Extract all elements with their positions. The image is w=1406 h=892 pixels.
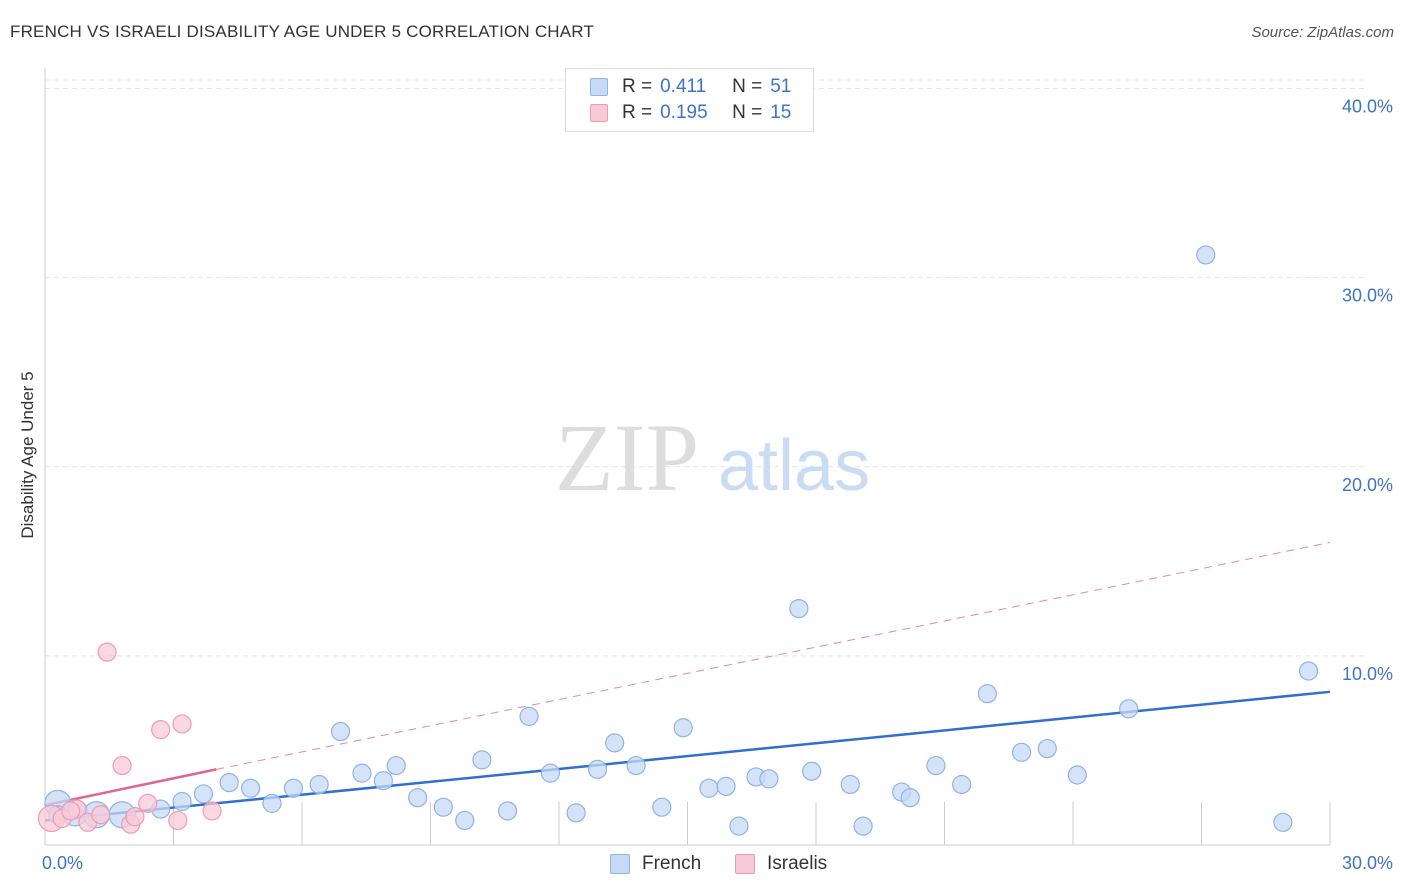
y-tick-label: 40.0% (1342, 97, 1393, 117)
french-point (566, 803, 586, 823)
french-point (789, 598, 809, 619)
bottom-legend-swatch-israelis (735, 854, 755, 874)
israeli-point (97, 642, 117, 662)
israeli-point (202, 801, 222, 821)
french-point (283, 778, 304, 798)
israeli-point (112, 755, 132, 776)
y-tick-label: 10.0% (1342, 664, 1393, 684)
french-point (926, 755, 946, 776)
french-point (900, 788, 920, 808)
french-point (1119, 699, 1139, 719)
bottom-legend-swatch-french (610, 854, 630, 874)
israeli-point (61, 801, 81, 821)
french-point (1273, 812, 1293, 832)
french-point (433, 797, 453, 817)
bottom-legend-israelis: Israelis (735, 852, 827, 876)
legend-r-value: 0.195 (660, 102, 708, 123)
israeli-trend-line-extended (216, 541, 1331, 770)
y-tick-label: 20.0% (1342, 475, 1393, 495)
chart-title: FRENCH VS ISRAELI DISABILITY AGE UNDER 5… (10, 22, 595, 41)
israeli-point (168, 810, 188, 831)
french-point (193, 784, 214, 804)
french-point (716, 776, 736, 796)
legend-r-value: 0.411 (660, 76, 707, 97)
bottom-legend-french: French (610, 852, 701, 876)
french-point (729, 816, 749, 836)
french-point (673, 718, 693, 738)
french-point (386, 755, 406, 776)
legend-swatch-french (590, 78, 608, 96)
french-point (802, 761, 822, 781)
bottom-legend-label-israelis: Israelis (767, 853, 828, 874)
french-point (840, 774, 860, 795)
x-tick-label: 0.0% (42, 853, 83, 873)
french-point (853, 816, 873, 836)
israeli-point (138, 793, 158, 813)
legend-n-label: N = (732, 76, 763, 97)
french-point (977, 684, 997, 704)
legend-row-french: R = 0.411 N = 51 (590, 75, 791, 99)
axes (44, 68, 1331, 846)
israeli-point (151, 720, 171, 740)
israeli-trend-line (44, 768, 217, 807)
french-point (241, 778, 261, 798)
data-points (37, 245, 1319, 836)
french-point (540, 763, 561, 783)
french-point (1037, 738, 1057, 759)
legend-r-label: R = (622, 102, 653, 123)
french-point (172, 791, 192, 812)
legend-n-value: 15 (770, 102, 792, 123)
legend-r-label: R = (622, 76, 653, 97)
israeli-point (125, 807, 145, 827)
legend-n-label: N = (732, 102, 763, 123)
grid-lines (45, 79, 1365, 657)
french-point (759, 769, 779, 789)
french-point (352, 763, 372, 783)
israeli-point (91, 805, 111, 825)
french-point (626, 755, 646, 776)
french-point (519, 706, 539, 726)
legend-n-value: 51 (770, 76, 792, 97)
french-point (952, 774, 972, 795)
french-point (652, 797, 672, 817)
french-point (587, 759, 608, 779)
legend-row-israelis: R = 0.195 N = 15 (590, 101, 791, 125)
y-tick-label: 30.0% (1342, 286, 1393, 306)
french-point (1011, 742, 1032, 762)
french-point (699, 778, 719, 798)
trend-lines (44, 541, 1331, 822)
legend-swatch-israelis (590, 104, 608, 122)
french-point (472, 750, 492, 770)
french-point (1067, 765, 1087, 785)
source-label: Source: ZipAtlas.com (1251, 24, 1394, 41)
french-trend-line (44, 690, 1331, 822)
watermark: ZIP atlas (555, 404, 870, 511)
tick-labels: 10.0% 20.0% 30.0% 40.0% 0.0% 30.0% (42, 97, 1393, 874)
french-point (605, 733, 625, 753)
french-point (1196, 245, 1216, 265)
french-point (455, 810, 475, 831)
bottom-legend-label-french: French (642, 853, 702, 874)
french-point (498, 801, 518, 821)
french-point (408, 788, 428, 808)
french-point (1298, 661, 1319, 681)
french-point (330, 721, 351, 742)
x-tick-label: 30.0% (1342, 853, 1393, 873)
y-axis-label: Disability Age Under 5 (18, 371, 37, 538)
french-point (219, 772, 239, 793)
legend: R = 0.411 N = 51 R = 0.195 N = 15 (565, 68, 814, 132)
watermark-atlas: atlas (718, 426, 870, 506)
israeli-point (172, 714, 192, 734)
french-point (373, 771, 393, 791)
french-point (309, 774, 329, 795)
french-point (262, 793, 282, 813)
watermark-zip: ZIP (555, 404, 699, 511)
